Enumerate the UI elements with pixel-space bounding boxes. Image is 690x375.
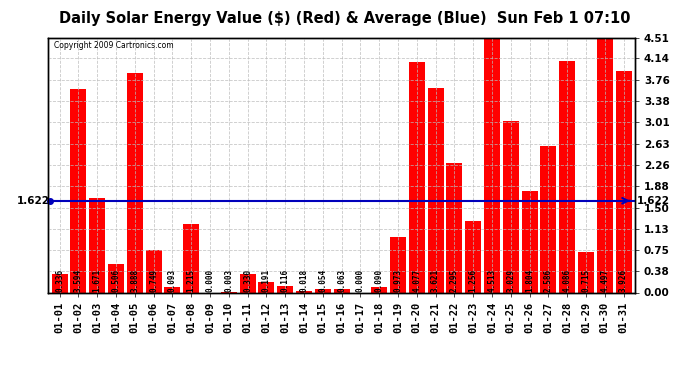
Bar — [277, 286, 293, 292]
Bar — [371, 287, 387, 292]
Text: 1.804: 1.804 — [525, 269, 534, 292]
Text: 0.715: 0.715 — [582, 269, 591, 292]
Text: 2.295: 2.295 — [450, 269, 459, 292]
Bar — [390, 237, 406, 292]
Bar — [446, 163, 462, 292]
Bar — [408, 62, 425, 292]
Text: 0.506: 0.506 — [112, 269, 121, 292]
Text: 0.973: 0.973 — [393, 269, 402, 292]
Text: 1.215: 1.215 — [187, 269, 196, 292]
Text: 1.256: 1.256 — [469, 269, 477, 292]
Bar — [559, 62, 575, 292]
Text: 4.086: 4.086 — [562, 269, 571, 292]
Text: 1.622: 1.622 — [637, 196, 670, 206]
Bar — [484, 38, 500, 292]
Bar — [52, 273, 68, 292]
Text: 0.003: 0.003 — [224, 269, 233, 292]
Text: 0.191: 0.191 — [262, 269, 271, 292]
Bar — [578, 252, 594, 292]
Bar — [258, 282, 275, 292]
Text: 0.116: 0.116 — [281, 269, 290, 292]
Text: 1.622: 1.622 — [17, 196, 50, 206]
Text: 4.497: 4.497 — [600, 269, 609, 292]
Text: 3.621: 3.621 — [431, 269, 440, 292]
Text: 4.513: 4.513 — [487, 269, 496, 292]
Bar — [70, 89, 86, 292]
Bar — [183, 224, 199, 292]
Bar — [615, 70, 631, 292]
Text: 0.090: 0.090 — [375, 269, 384, 292]
Bar — [89, 198, 105, 292]
Bar — [522, 190, 538, 292]
Text: 0.330: 0.330 — [243, 269, 252, 292]
Text: 3.926: 3.926 — [619, 269, 628, 292]
Text: 3.029: 3.029 — [506, 269, 515, 292]
Bar — [540, 146, 556, 292]
Bar — [146, 250, 161, 292]
Text: Daily Solar Energy Value ($) (Red) & Average (Blue)  Sun Feb 1 07:10: Daily Solar Energy Value ($) (Red) & Ave… — [59, 11, 631, 26]
Text: Copyright 2009 Cartronics.com: Copyright 2009 Cartronics.com — [55, 41, 174, 50]
Text: 0.054: 0.054 — [318, 269, 327, 292]
Text: 0.000: 0.000 — [356, 269, 365, 292]
Text: 0.093: 0.093 — [168, 269, 177, 292]
Text: 0.018: 0.018 — [299, 269, 308, 292]
Bar — [333, 289, 350, 292]
Text: 3.888: 3.888 — [130, 269, 139, 292]
Text: 0.000: 0.000 — [206, 269, 215, 292]
Bar — [296, 291, 312, 292]
Text: 2.586: 2.586 — [544, 269, 553, 292]
Text: 3.594: 3.594 — [74, 269, 83, 292]
Bar — [239, 274, 255, 292]
Bar — [597, 38, 613, 292]
Text: 0.336: 0.336 — [55, 269, 64, 292]
Bar — [503, 121, 519, 292]
Text: 4.077: 4.077 — [412, 269, 421, 292]
Bar — [315, 290, 331, 292]
Text: 0.749: 0.749 — [149, 269, 158, 292]
Text: 0.063: 0.063 — [337, 269, 346, 292]
Bar — [428, 88, 444, 292]
Bar — [164, 287, 180, 292]
Text: 1.671: 1.671 — [92, 269, 101, 292]
Bar — [465, 222, 481, 292]
Bar — [108, 264, 124, 292]
Bar — [127, 73, 143, 292]
